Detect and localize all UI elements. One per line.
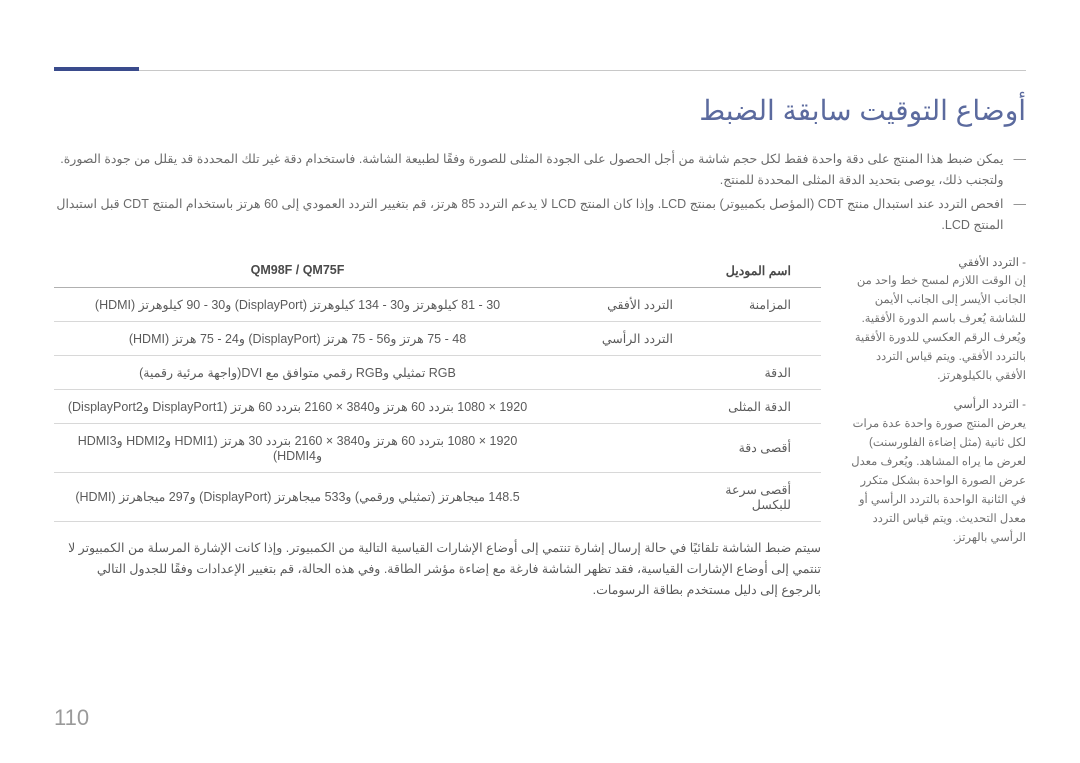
dash-icon: ― xyxy=(1014,194,1027,235)
sidebar-desc: يعرض المنتج صورة واحدة عدة مرات لكل ثاني… xyxy=(851,418,1026,544)
row-value: RGB تمثيلي وRGB رقمي متوافق مع DVI(واجهة… xyxy=(54,355,541,389)
note-text: يمكن ضبط هذا المنتج على دقة واحدة فقط لك… xyxy=(54,149,1004,190)
row-sublabel xyxy=(541,389,681,423)
header-product: QM98F / QM75F xyxy=(54,254,541,288)
bottom-note: سيتم ضبط الشاشة تلقائيًا في حالة إرسال إ… xyxy=(54,538,821,602)
row-sublabel xyxy=(541,423,681,472)
page-number: 110 xyxy=(54,705,89,731)
row-sublabel xyxy=(541,472,681,521)
table-row: المزامنةالتردد الأفقي30 - 81 كيلوهرتز و3… xyxy=(54,287,821,321)
sidebar-item: - التردد الأفقي إن الوقت اللازم لمسح خط … xyxy=(851,254,1026,387)
note-text: افحص التردد عند استبدال منتج CDT (المؤصل… xyxy=(54,194,1004,235)
note-item: ― يمكن ضبط هذا المنتج على دقة واحدة فقط … xyxy=(54,149,1026,190)
sidebar-desc: إن الوقت اللازم لمسح خط واحد من الجانب ا… xyxy=(855,275,1026,382)
header-model: اسم الموديل xyxy=(681,254,821,288)
table-row: أقصى سرعة للبكسل 148.5 ميجاهرتز (تمثيلي و… xyxy=(54,472,821,521)
dash-icon: - xyxy=(1022,399,1026,411)
row-label: الدقة xyxy=(681,355,821,389)
dash-icon: ― xyxy=(1014,149,1027,190)
row-label: أقصى دقة xyxy=(681,423,821,472)
sidebar-label: التردد الأفقي xyxy=(958,257,1019,269)
table-row: الدقة RGB تمثيلي وRGB رقمي متوافق مع DVI(… xyxy=(54,355,821,389)
row-sublabel: التردد الأفقي xyxy=(541,287,681,321)
page-content: أوضاع التوقيت سابقة الضبط ― يمكن ضبط هذا… xyxy=(54,94,1026,601)
table-row: الدقة المثلى 1920 × 1080 بتردد 60 هرتز و3… xyxy=(54,389,821,423)
note-item: ― افحص التردد عند استبدال منتج CDT (المؤ… xyxy=(54,194,1026,235)
specs-table: اسم الموديل QM98F / QM75F المزامنةالتردد… xyxy=(54,254,821,522)
header-empty xyxy=(541,254,681,288)
header-accent xyxy=(54,67,139,71)
table-row: أقصى دقة 1920 × 1080 بتردد 60 هرتز و3840 … xyxy=(54,423,821,472)
header-divider xyxy=(54,70,1026,71)
table-header-row: اسم الموديل QM98F / QM75F xyxy=(54,254,821,288)
sidebar-definitions: - التردد الأفقي إن الوقت اللازم لمسح خط … xyxy=(851,254,1026,559)
row-label: المزامنة xyxy=(681,287,821,321)
row-sublabel: التردد الرأسي xyxy=(541,321,681,355)
row-value: 1920 × 1080 بتردد 60 هرتز و3840 × 2160 ب… xyxy=(54,389,541,423)
sidebar-label: التردد الرأسي xyxy=(954,399,1019,411)
row-value: 48 - 75 هرتز و56 - 75 هرتز (DisplayPort)… xyxy=(54,321,541,355)
row-label: الدقة المثلى xyxy=(681,389,821,423)
row-value: 30 - 81 كيلوهرتز و30 - 134 كيلوهرتز (Dis… xyxy=(54,287,541,321)
row-value: 1920 × 1080 بتردد 60 هرتز و3840 × 2160 ب… xyxy=(54,423,541,472)
page-title: أوضاع التوقيت سابقة الضبط xyxy=(54,94,1026,127)
row-value: 148.5 ميجاهرتز (تمثيلي ورقمي) و533 ميجاه… xyxy=(54,472,541,521)
intro-notes: ― يمكن ضبط هذا المنتج على دقة واحدة فقط … xyxy=(54,149,1026,236)
row-label: أقصى سرعة للبكسل xyxy=(681,472,821,521)
main-row: - التردد الأفقي إن الوقت اللازم لمسح خط … xyxy=(54,254,1026,602)
dash-icon: - xyxy=(1022,257,1026,269)
row-sublabel xyxy=(541,355,681,389)
sidebar-item: - التردد الرأسي يعرض المنتج صورة واحدة ع… xyxy=(851,396,1026,548)
row-label xyxy=(681,321,821,355)
table-row: التردد الرأسي48 - 75 هرتز و56 - 75 هرتز … xyxy=(54,321,821,355)
specs-table-wrap: اسم الموديل QM98F / QM75F المزامنةالتردد… xyxy=(54,254,821,602)
